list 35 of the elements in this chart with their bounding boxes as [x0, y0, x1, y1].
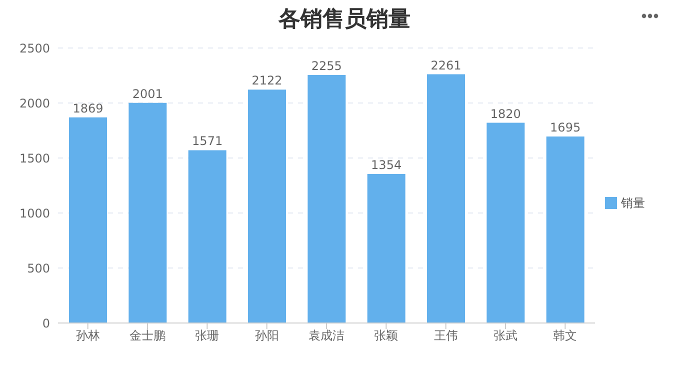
- y-tick-label: 1000: [19, 206, 50, 220]
- bar: [69, 117, 107, 323]
- y-tick-label: 0: [42, 316, 50, 330]
- bar: [367, 174, 406, 323]
- y-tick-label: 500: [27, 261, 50, 276]
- x-tick-label: 韩文: [553, 328, 578, 343]
- x-tick-label: 张颖: [374, 328, 398, 343]
- x-tick-label: 袁成洁: [308, 328, 344, 343]
- x-tick-label: 孙林: [76, 328, 100, 343]
- bar: [188, 150, 226, 323]
- data-label: 1869: [72, 101, 104, 116]
- data-label: 2001: [132, 86, 163, 101]
- data-label: 1820: [490, 106, 521, 121]
- data-label: 1695: [550, 120, 581, 135]
- bar: [308, 74, 346, 323]
- bar: [486, 122, 525, 323]
- bar: [427, 74, 465, 323]
- data-label: 2255: [311, 58, 342, 73]
- bar: [546, 136, 584, 323]
- x-tick-label: 张武: [494, 328, 518, 343]
- x-tick-label: 张珊: [195, 328, 220, 343]
- bar: [128, 102, 167, 323]
- x-tick-label: 金士鹏: [130, 328, 166, 343]
- x-tick-label: 王伟: [434, 328, 458, 343]
- y-tick-label: 2000: [19, 96, 50, 110]
- chart-title: 各销售员销量: [277, 6, 412, 34]
- data-label: 1354: [371, 158, 402, 172]
- data-label: 1571: [192, 134, 223, 148]
- data-label: 2261: [430, 58, 462, 72]
- x-tick-label: 孙阳: [254, 328, 279, 343]
- bar: [248, 90, 286, 323]
- y-tick-label: 2500: [19, 41, 50, 56]
- data-label: 2122: [252, 74, 282, 88]
- y-tick-label: 1500: [19, 151, 50, 166]
- legend-label: 销量: [621, 196, 645, 210]
